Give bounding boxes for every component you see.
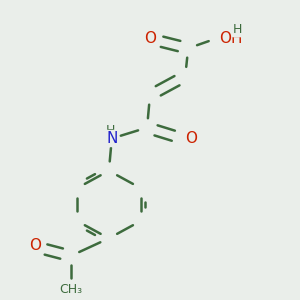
Text: O: O bbox=[29, 238, 41, 253]
Text: H: H bbox=[106, 124, 115, 137]
Text: OH: OH bbox=[219, 31, 242, 46]
Text: H: H bbox=[233, 23, 242, 36]
Text: N: N bbox=[106, 131, 118, 146]
Text: O: O bbox=[145, 31, 157, 46]
Text: CH₃: CH₃ bbox=[59, 283, 82, 296]
Text: O: O bbox=[185, 131, 197, 146]
